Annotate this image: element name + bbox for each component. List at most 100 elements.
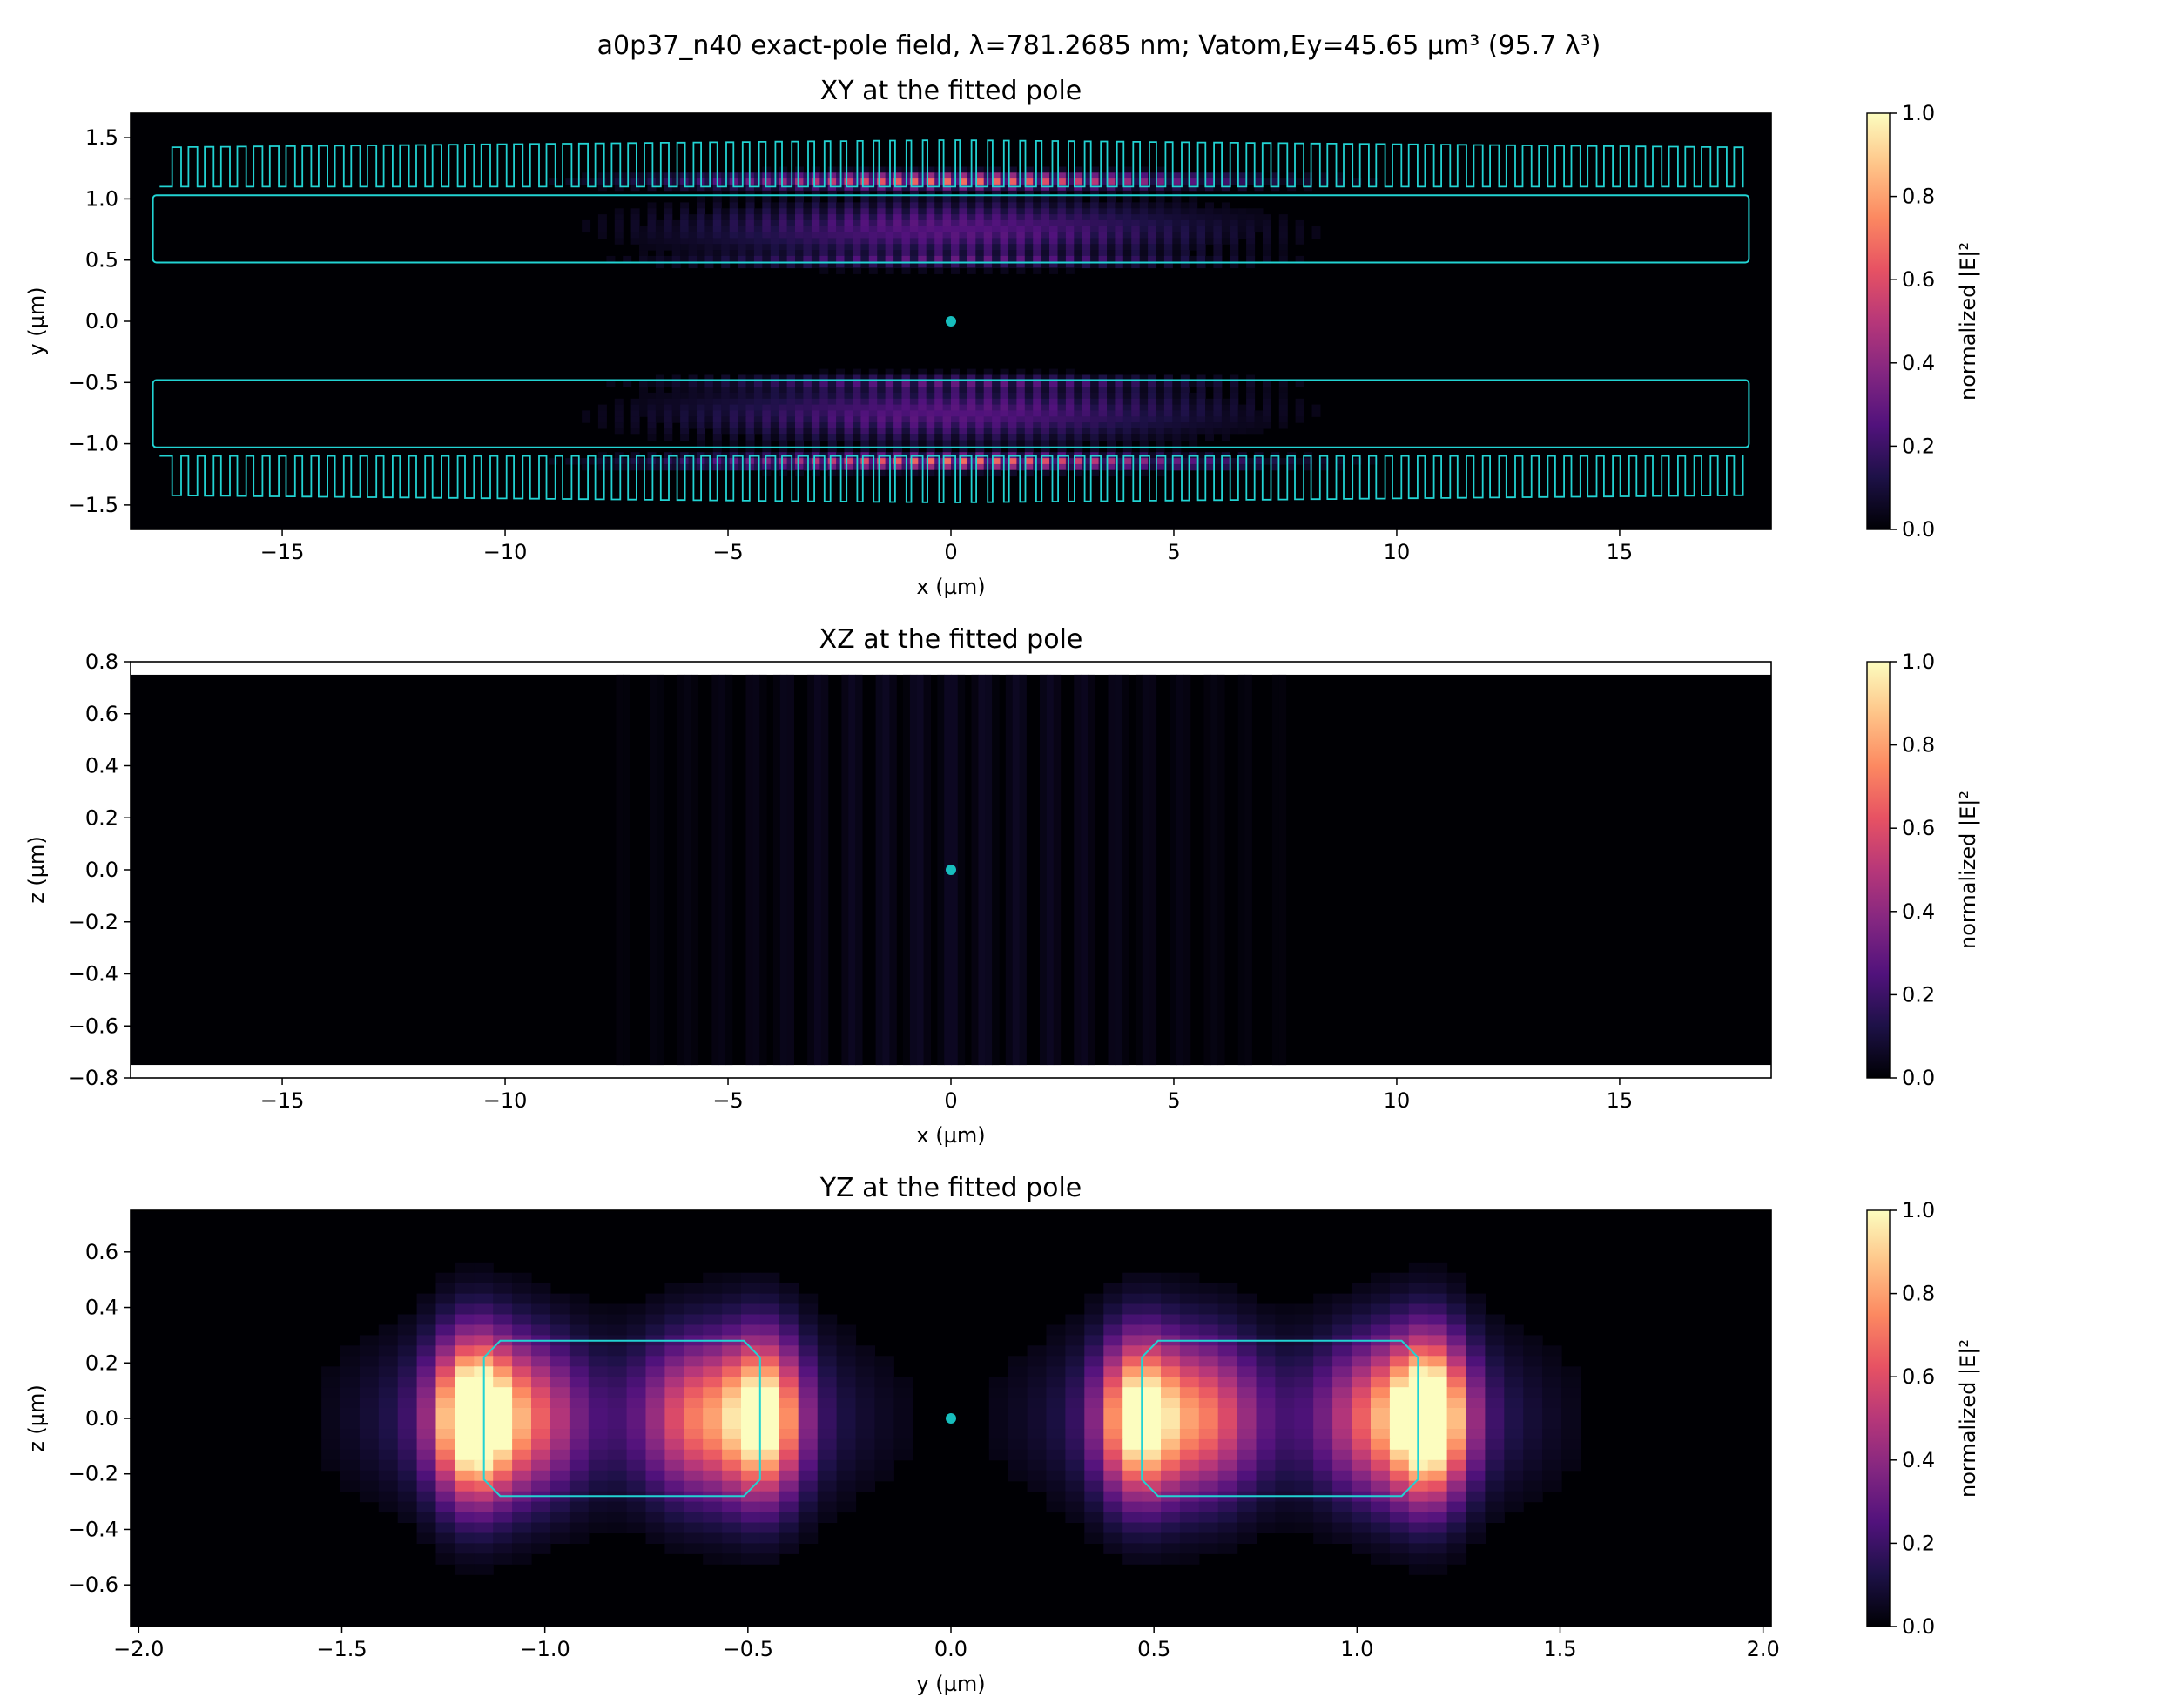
heatmap-cell [1033, 410, 1042, 417]
colorbar-tick-label: 0.0 [1902, 517, 1935, 542]
heatmap-cell [1161, 1314, 1181, 1325]
heatmap-cell [1008, 261, 1017, 269]
heatmap-cell [1263, 255, 1271, 263]
heatmap-cell [901, 410, 911, 417]
heatmap-cell [1065, 1335, 1085, 1346]
heatmap-cell [655, 374, 664, 381]
heatmap-cell [1000, 374, 1009, 381]
heatmap-cell [983, 428, 993, 435]
heatmap-cell [967, 416, 976, 423]
heatmap-cell [1217, 1512, 1238, 1523]
heatmap-cell [1446, 1418, 1467, 1430]
heatmap-cell [795, 238, 804, 245]
heatmap-cell [684, 1366, 704, 1377]
heatmap-cell [1024, 404, 1034, 411]
heatmap-cell [703, 1532, 723, 1544]
heatmap-cell [1246, 428, 1256, 435]
heatmap-cell [753, 387, 763, 394]
heatmap-cell [435, 1335, 455, 1346]
heatmap-cell [1485, 1335, 1505, 1346]
heatmap-cell [1049, 238, 1058, 245]
heatmap-cell [786, 434, 796, 441]
heatmap-cell [877, 219, 886, 227]
heatmap-cell [1098, 398, 1108, 406]
heatmap-cell [1122, 1480, 1143, 1492]
y-tick-label: −1.0 [68, 432, 118, 456]
heatmap-cell [992, 398, 1001, 406]
heatmap-cell [1156, 469, 1165, 477]
heatmap-cell [1446, 1480, 1467, 1492]
heatmap-cell [703, 1366, 723, 1377]
heatmap-cell [1016, 214, 1026, 221]
heatmap-cell [1561, 1387, 1581, 1398]
heatmap-cell [959, 190, 968, 198]
heatmap-cell [959, 184, 968, 192]
heatmap-cell [1352, 1501, 1372, 1513]
heatmap-cell [860, 184, 870, 192]
heatmap-cell [1217, 1522, 1238, 1533]
heatmap-cell [1263, 232, 1271, 239]
heatmap-cell [1082, 255, 1091, 263]
heatmap-cell [1198, 1512, 1219, 1523]
heatmap-cell [1172, 440, 1182, 447]
heatmap-cell [588, 1356, 609, 1367]
heatmap-cell [1295, 458, 1304, 465]
heatmap-cell [493, 1377, 513, 1388]
heatmap-cell [1180, 398, 1190, 406]
heatmap-cell [1000, 434, 1009, 441]
heatmap-cell [893, 469, 903, 477]
heatmap-cell [967, 410, 976, 417]
heatmap-cell [868, 196, 878, 203]
heatmap-cell [359, 1398, 380, 1409]
heatmap-cell [759, 1522, 780, 1533]
heatmap-cell [983, 410, 993, 417]
heatmap-cell [455, 1377, 475, 1388]
heatmap-cell [1221, 458, 1230, 465]
heatmap-cell [1205, 463, 1214, 471]
heatmap-cell [1156, 208, 1165, 215]
x-tick-label: −10 [483, 540, 528, 564]
heatmap-cell [1084, 1398, 1104, 1409]
heatmap-cell [1263, 250, 1271, 257]
heatmap-cell [684, 1470, 704, 1482]
heatmap-cell [1371, 1408, 1391, 1419]
heatmap-cell [959, 232, 968, 239]
heatmap-cell [1313, 1438, 1333, 1451]
heatmap-cell [762, 238, 772, 245]
heatmap-cell [853, 250, 861, 257]
heatmap-cell [853, 410, 861, 417]
heatmap-cell [967, 434, 976, 441]
heatmap-cell [745, 404, 755, 411]
heatmap-cell [1313, 1418, 1333, 1430]
heatmap-cell [770, 422, 779, 429]
heatmap-column [691, 674, 699, 1066]
heatmap-cell [1016, 463, 1026, 471]
heatmap-cell [684, 1522, 704, 1533]
heatmap-cell [1027, 1459, 1048, 1472]
heatmap-cell [975, 244, 985, 251]
y-tick-label: 0.8 [85, 650, 118, 674]
heatmap-cell [359, 1491, 380, 1503]
heatmap-cell [1082, 458, 1091, 465]
heatmap-cell [1332, 1408, 1352, 1419]
heatmap-cell [738, 387, 747, 394]
heatmap-cell [844, 226, 853, 233]
heatmap-cell [340, 1377, 361, 1388]
heatmap-cell [918, 368, 927, 375]
heatmap-cell [779, 1512, 799, 1523]
heatmap-cell [811, 196, 820, 203]
heatmap-cell [671, 261, 681, 269]
heatmap-cell [934, 428, 944, 435]
heatmap-cell [1217, 1408, 1238, 1419]
heatmap-cell [1142, 1366, 1162, 1377]
heatmap-cell [779, 255, 788, 263]
heatmap-cell [1485, 1470, 1505, 1482]
heatmap-cell [1098, 219, 1108, 227]
colorbar-frame [1866, 661, 1891, 1079]
heatmap-cell [992, 404, 1001, 411]
heatmap-cell [942, 172, 952, 179]
heatmap-cell [1000, 428, 1009, 435]
heatmap-cell [1263, 416, 1271, 423]
heatmap-cell [1246, 219, 1256, 227]
heatmap-cell [1256, 1408, 1276, 1419]
